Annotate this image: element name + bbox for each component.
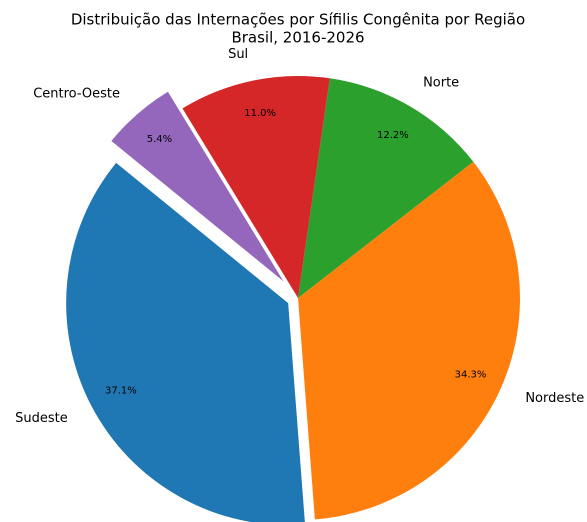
category-label: Sudeste	[15, 411, 68, 426]
pie-slice	[111, 91, 284, 282]
pie-slice	[66, 162, 305, 522]
pie-slice	[298, 78, 474, 298]
category-label: Norte	[423, 76, 459, 91]
pie-slice	[298, 161, 520, 520]
value-label: 12.2%	[377, 130, 409, 141]
category-label: Sul	[228, 47, 248, 62]
category-label: Centro-Oeste	[33, 86, 120, 101]
category-label: Nordeste	[525, 391, 584, 406]
value-label: 11.0%	[244, 108, 276, 119]
value-label: 34.3%	[455, 369, 487, 380]
chart-title: Distribuição das Internações por Sífilis…	[71, 11, 525, 29]
chart-subtitle: Brasil, 2016-2026	[231, 29, 364, 47]
value-label: 5.4%	[147, 134, 172, 145]
pie-slice	[182, 76, 330, 298]
value-label: 37.1%	[105, 386, 137, 397]
